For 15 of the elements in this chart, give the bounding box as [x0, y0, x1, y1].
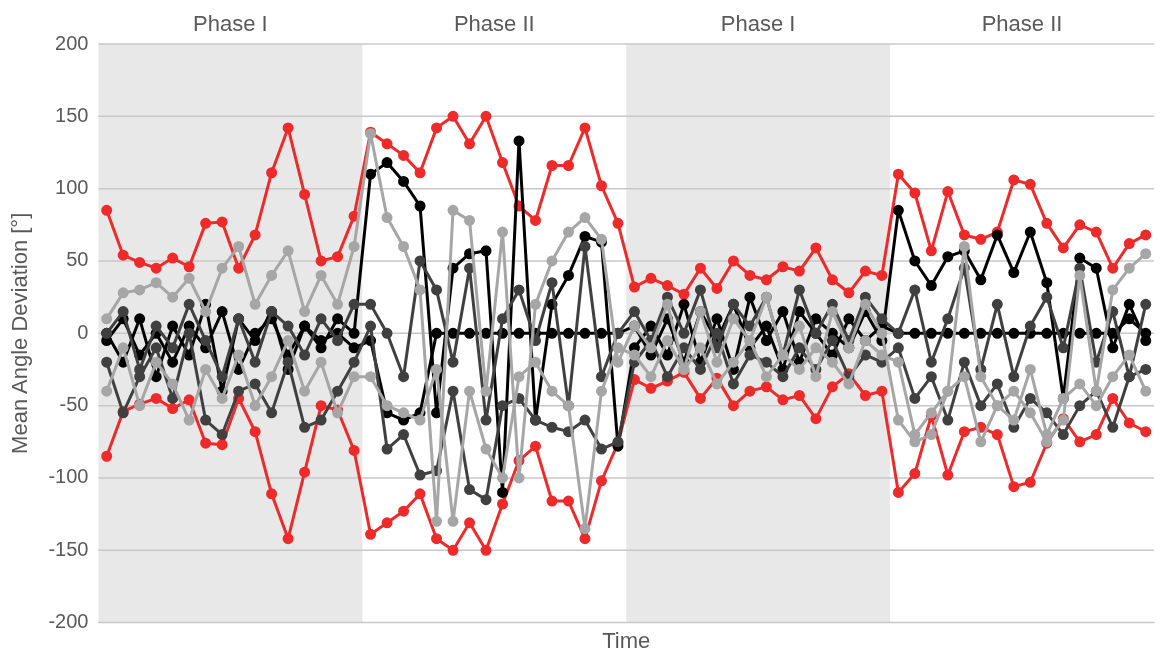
y-tick-label: 200: [55, 31, 89, 54]
y-tick-label: 0: [77, 320, 89, 343]
y-tick-label: -100: [48, 465, 89, 488]
y-tick-label: -50: [59, 393, 89, 416]
y-tick-label: -150: [48, 537, 89, 560]
x-axis-title: Time: [602, 627, 651, 653]
text: Phase II: [453, 11, 535, 37]
text: Phase I: [193, 11, 268, 37]
y-tick-label: -200: [48, 610, 89, 633]
text: Phase II: [981, 11, 1063, 37]
y-tick-label: 150: [55, 103, 89, 126]
y-tick-label: 100: [55, 176, 89, 199]
text: Phase I: [720, 11, 796, 37]
y-axis-title: Mean Angle Deviation [°]: [7, 212, 33, 454]
y-tick-label: 50: [66, 248, 89, 271]
